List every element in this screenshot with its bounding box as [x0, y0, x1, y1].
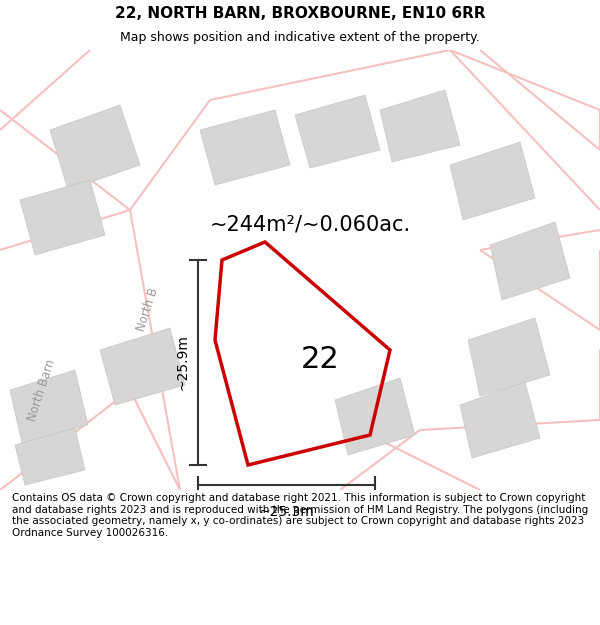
Text: Map shows position and indicative extent of the property.: Map shows position and indicative extent…: [120, 31, 480, 44]
Polygon shape: [335, 378, 415, 455]
Text: 22: 22: [301, 346, 340, 374]
Text: 22, NORTH BARN, BROXBOURNE, EN10 6RR: 22, NORTH BARN, BROXBOURNE, EN10 6RR: [115, 6, 485, 21]
Polygon shape: [490, 222, 570, 300]
Polygon shape: [450, 142, 535, 220]
Polygon shape: [295, 95, 380, 168]
Text: ~25.3m: ~25.3m: [259, 505, 314, 519]
Text: ~25.9m: ~25.9m: [176, 334, 190, 391]
Polygon shape: [468, 318, 550, 396]
Polygon shape: [15, 428, 85, 485]
Polygon shape: [10, 370, 88, 443]
Polygon shape: [20, 180, 105, 255]
Polygon shape: [200, 110, 290, 185]
Polygon shape: [50, 105, 140, 190]
Text: Contains OS data © Crown copyright and database right 2021. This information is : Contains OS data © Crown copyright and d…: [12, 493, 588, 538]
Polygon shape: [380, 90, 460, 162]
Text: North B: North B: [135, 287, 161, 333]
Text: ~244m²/~0.060ac.: ~244m²/~0.060ac.: [210, 215, 411, 235]
Text: North Barn: North Barn: [26, 357, 58, 422]
Polygon shape: [460, 382, 540, 458]
Polygon shape: [100, 328, 185, 405]
